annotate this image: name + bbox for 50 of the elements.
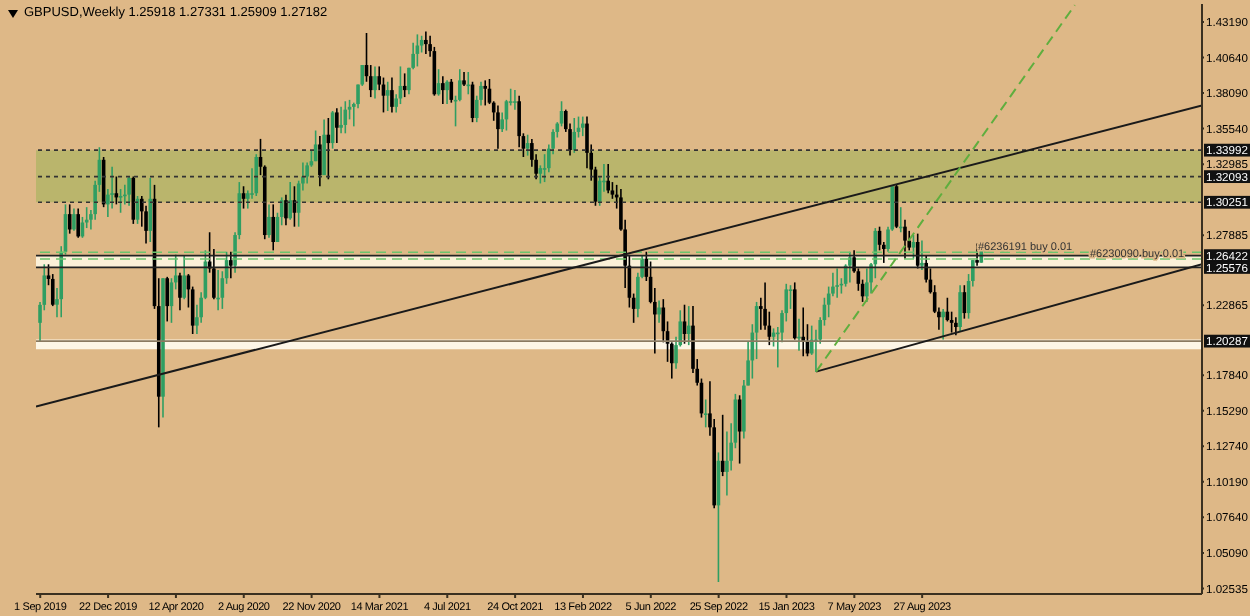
candlestick: [903, 218, 907, 260]
candlestick: [606, 163, 610, 195]
candlestick: [284, 193, 288, 227]
candlestick: [390, 76, 394, 114]
candlestick: [373, 65, 377, 100]
candlestick: [848, 250, 852, 284]
candlestick: [318, 135, 322, 188]
candlestick: [865, 267, 869, 303]
candlestick: [339, 106, 343, 135]
candlestick: [915, 232, 920, 270]
candlestick: [911, 234, 916, 260]
candlestick: [335, 107, 339, 144]
candlestick: [513, 89, 517, 111]
candlestick: [241, 185, 246, 210]
candlestick: [517, 94, 521, 149]
candlestick: [954, 316, 958, 337]
candlestick: [580, 115, 585, 137]
candlestick: [496, 104, 500, 150]
candlestick: [148, 177, 153, 243]
candlestick: [941, 308, 945, 341]
candlestick: [267, 203, 271, 239]
candlestick: [445, 79, 449, 105]
candlestick: [254, 153, 259, 197]
candlestick: [424, 30, 428, 55]
candlestick: [441, 75, 445, 105]
candlestick: [110, 165, 114, 210]
candlestick: [127, 175, 131, 207]
candlestick: [657, 299, 661, 324]
candlestick: [385, 80, 390, 112]
candlestick: [144, 204, 148, 245]
candlestick: [76, 207, 80, 239]
candlestick: [165, 276, 170, 323]
candlestick: [835, 267, 839, 299]
candlestick: [725, 430, 729, 497]
candlestick: [703, 398, 708, 429]
candlestick: [483, 79, 488, 107]
candlestick: [288, 181, 292, 221]
candlestick: [178, 271, 182, 312]
candlestick: [322, 118, 326, 176]
candlestick: [182, 255, 186, 300]
candlestick: [958, 284, 962, 332]
candlestick: [920, 239, 924, 271]
candlestick: [118, 188, 123, 214]
candlestick: [72, 207, 76, 232]
candlestick: [525, 133, 530, 157]
candlestick: [67, 203, 72, 235]
candlestick: [572, 117, 577, 154]
candlestick: [686, 305, 691, 346]
candlestick: [229, 250, 233, 280]
candlestick: [271, 203, 276, 252]
